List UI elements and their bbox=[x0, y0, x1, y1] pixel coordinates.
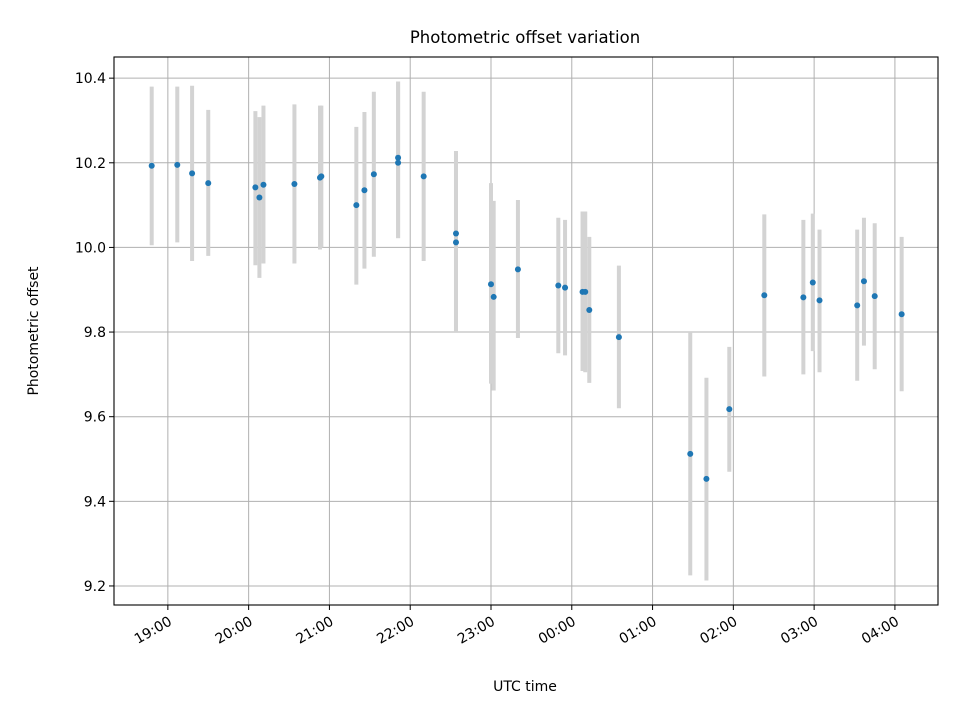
y-tick-label: 9.8 bbox=[84, 325, 106, 341]
data-point bbox=[562, 284, 569, 291]
data-point bbox=[361, 187, 368, 194]
data-point bbox=[761, 292, 768, 299]
data-point bbox=[800, 294, 807, 301]
data-point bbox=[860, 278, 867, 285]
y-tick-label: 10.0 bbox=[75, 240, 106, 256]
y-tick-label: 9.6 bbox=[84, 410, 106, 426]
data-point bbox=[615, 334, 622, 341]
data-point bbox=[816, 297, 823, 304]
data-point bbox=[318, 173, 325, 180]
data-point bbox=[490, 293, 497, 300]
y-axis-label: Photometric offset bbox=[26, 266, 42, 396]
y-tick-label: 10.2 bbox=[75, 156, 106, 172]
data-point bbox=[252, 184, 259, 191]
data-point bbox=[898, 311, 905, 318]
data-point bbox=[514, 266, 521, 273]
data-point bbox=[582, 288, 589, 295]
data-point bbox=[726, 406, 733, 413]
data-point bbox=[452, 239, 459, 246]
data-point bbox=[395, 159, 402, 166]
data-point bbox=[420, 173, 427, 180]
data-point bbox=[189, 170, 196, 177]
y-tick-label: 9.2 bbox=[84, 579, 106, 595]
plot-area-frame bbox=[113, 56, 939, 606]
data-point bbox=[205, 180, 212, 187]
data-point bbox=[256, 194, 263, 201]
data-point bbox=[809, 279, 816, 286]
data-point bbox=[353, 202, 360, 209]
data-point bbox=[871, 293, 878, 300]
data-point bbox=[555, 282, 562, 289]
data-point bbox=[586, 307, 593, 314]
data-point bbox=[148, 162, 155, 169]
y-tick-label: 9.4 bbox=[84, 494, 106, 510]
data-point bbox=[291, 180, 298, 187]
data-point bbox=[174, 161, 181, 168]
x-axis-label: UTC time bbox=[493, 679, 557, 695]
y-tick-label: 10.4 bbox=[75, 71, 106, 87]
chart-title: Photometric offset variation bbox=[410, 28, 640, 47]
data-point bbox=[487, 281, 494, 288]
data-point bbox=[854, 302, 861, 309]
data-point bbox=[687, 450, 694, 457]
data-point bbox=[452, 230, 459, 237]
grid-lines bbox=[114, 57, 938, 605]
data-point bbox=[370, 171, 377, 178]
data-markers bbox=[148, 154, 905, 482]
data-point bbox=[703, 475, 710, 482]
data-point bbox=[260, 181, 267, 188]
data-point bbox=[395, 154, 402, 161]
